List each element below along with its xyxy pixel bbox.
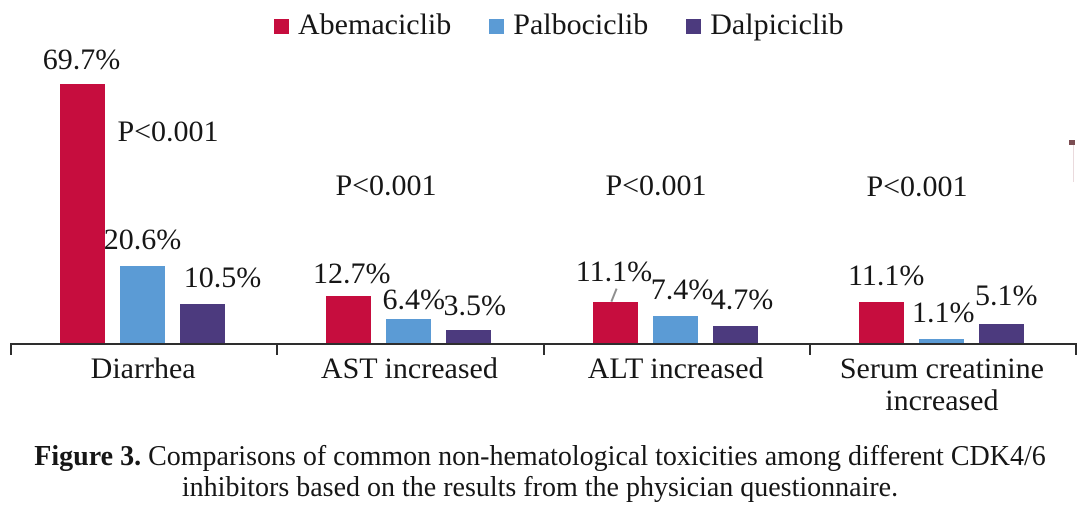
bar-dalpiciclib <box>712 325 758 343</box>
axis-tick <box>1075 343 1077 355</box>
legend-item-palbociclib: Palbociclib <box>489 8 648 42</box>
value-label: 6.4% <box>382 283 446 317</box>
caption-figure-number: Figure 3. <box>34 441 142 472</box>
value-label: 3.5% <box>443 288 507 322</box>
value-label: 5.1% <box>975 279 1038 313</box>
x-axis-label: Serum creatinine increased <box>839 352 1044 417</box>
axis-tick <box>276 343 279 355</box>
chart-legend: Abemaciclib Palbociclib Dalpiciclib <box>274 8 844 42</box>
leader-line <box>610 288 618 302</box>
bar-dalpiciclib <box>446 329 492 343</box>
bar-dalpiciclib <box>180 303 225 343</box>
bar-palbociclib <box>120 266 165 343</box>
legend-swatch-icon <box>686 19 702 34</box>
legend-swatch-icon <box>274 19 289 34</box>
legend-label: Abemaciclib <box>298 8 452 41</box>
figure-caption: Figure 3. Comparisons of common non-hema… <box>0 441 1080 503</box>
axis-tick <box>542 343 545 355</box>
bar-palbociclib <box>652 315 698 343</box>
bar-dalpiciclib <box>978 324 1024 343</box>
legend-item-abemaciclib: Abemaciclib <box>274 8 451 42</box>
x-axis-label: AST increased <box>320 352 498 385</box>
axis-tick <box>808 343 811 355</box>
p-value-label: P<0.001 <box>866 170 968 203</box>
p-value-label: P<0.001 <box>605 169 707 202</box>
caption-line-1: Figure 3. Comparisons of common non-hema… <box>0 441 1080 472</box>
caption-text: Comparisons of common non-hematological … <box>141 441 1046 472</box>
value-label: 69.7% <box>42 42 121 76</box>
bar-palbociclib <box>918 338 964 343</box>
caption-line-2: inhibitors based on the results from the… <box>181 472 899 503</box>
value-label: 4.7% <box>710 282 774 316</box>
x-axis-label: Diarrhea <box>90 352 196 385</box>
p-value-label: P<0.001 <box>117 115 219 148</box>
value-label: 7.4% <box>650 272 714 306</box>
legend-label: Dalpiciclib <box>710 8 844 41</box>
x-axis-label: ALT increased <box>587 352 764 385</box>
legend-label: Palbociclib <box>513 8 649 41</box>
scan-artifact-line <box>1073 145 1074 182</box>
axis-tick <box>10 343 12 355</box>
legend-item-dalpiciclib: Dalpiciclib <box>686 8 844 42</box>
legend-swatch-icon <box>489 19 505 34</box>
value-label: 11.1% <box>848 258 925 292</box>
value-label: 1.1% <box>912 295 975 329</box>
bar-abemaciclib <box>326 295 372 343</box>
value-label: 12.7% <box>313 256 391 290</box>
bar-abemaciclib <box>60 83 105 343</box>
value-label: 20.6% <box>103 223 182 257</box>
p-value-label: P<0.001 <box>335 169 437 202</box>
value-label: 11.1% <box>575 254 653 288</box>
bar-abemaciclib <box>858 301 904 343</box>
bar-abemaciclib <box>592 301 638 343</box>
bar-palbociclib <box>386 319 432 343</box>
scan-artifact-speck <box>1069 140 1075 145</box>
value-label: 10.5% <box>183 260 262 294</box>
